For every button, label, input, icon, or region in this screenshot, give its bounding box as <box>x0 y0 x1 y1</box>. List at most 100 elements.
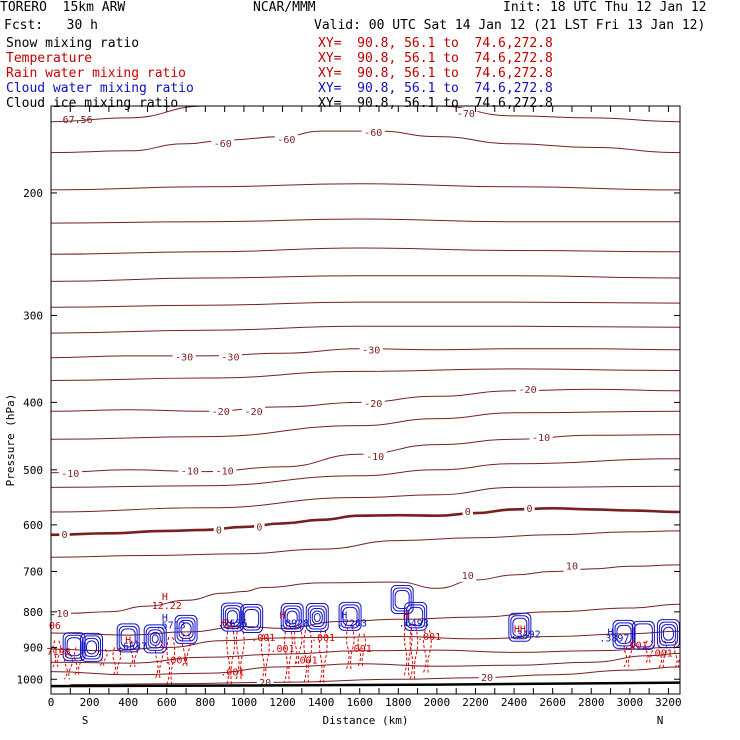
isotherm-label: 0 <box>61 530 67 541</box>
cloud-water-contour <box>390 584 414 614</box>
y-tick-label: 400 <box>23 396 43 409</box>
left-endpoint-label: S <box>82 714 89 727</box>
isotherm-label: 10 <box>57 609 69 620</box>
cloud-water-contour <box>242 606 262 631</box>
cloud-water-contour <box>662 626 674 641</box>
cloud-water-cell <box>220 602 244 632</box>
legend-rain-xy: XY= 90.8, 56.1 to 74.6,272.8 <box>318 66 553 81</box>
legend-cloud-water-xy: XY= 90.8, 56.1 to 74.6,272.8 <box>318 81 553 96</box>
cloud-water-cell <box>508 612 532 642</box>
y-tick-label: 900 <box>23 641 43 654</box>
rain-contour-11 <box>260 633 270 683</box>
isotherm-label-bg <box>454 107 478 120</box>
x-tick-label: 1400 <box>308 696 335 709</box>
cloud-water-cell <box>80 632 104 662</box>
isotherm-label: -30 <box>175 353 193 364</box>
maximum-label: .3897 <box>599 634 629 645</box>
cloud-water-contour <box>222 605 242 630</box>
cloud-water-contour <box>147 629 163 649</box>
rain-contour-1 <box>64 653 73 680</box>
isotherm-label: 0 <box>216 525 222 536</box>
rain-contour-7 <box>166 637 176 686</box>
cloud-water-contour <box>404 601 428 631</box>
cloud-water-contour <box>658 621 678 646</box>
x-tick-label: 3200 <box>655 696 682 709</box>
cloud-water-cell <box>116 623 140 653</box>
cloud-water-contour <box>282 605 302 630</box>
maximum-label: H <box>162 592 168 603</box>
rain-contour-12 <box>283 626 293 683</box>
plot-frame <box>50 105 681 695</box>
cloud-water-contour <box>143 624 167 654</box>
cloud-water-contour <box>512 617 528 637</box>
cloud-water-contour <box>174 614 198 644</box>
rain-contour-24 <box>673 640 680 671</box>
cloud-water-contour <box>612 619 636 649</box>
rain-label: .001 <box>417 632 441 643</box>
cloud-water-cell <box>174 614 198 644</box>
top-label: 67.56 <box>63 115 93 126</box>
maximum-label: H <box>280 611 286 622</box>
isotherm-label-bg <box>254 521 265 534</box>
isotherm-label-bg <box>274 134 298 147</box>
cloud-water-contour <box>614 622 634 647</box>
cloud-water-cell <box>143 624 167 654</box>
cloud-water-contour <box>305 602 329 632</box>
cloud-water-cell <box>280 602 304 632</box>
isotherm-label-bg <box>515 384 540 397</box>
header-init: Init: 18 UTC Thu 12 Jan 12 <box>503 0 707 15</box>
x-tick-label: 2400 <box>501 696 528 709</box>
x-axis-title: Distance (km) <box>322 714 408 727</box>
isotherm--6 <box>51 458 680 488</box>
isotherm-label: -20 <box>212 407 230 418</box>
cloud-water-contour <box>309 607 325 627</box>
cloud-water-contour <box>86 640 98 655</box>
cloud-water-contours <box>62 584 680 662</box>
maximum-label: HH <box>221 619 233 630</box>
isotherm-label-bg <box>361 397 385 410</box>
isotherm-label: 10 <box>566 561 578 572</box>
isotherm-label-bg <box>563 560 581 573</box>
axes: 0 200 400 600 800 1000 1200 1400 1600 1800 2000 220… <box>4 105 682 727</box>
cloud-water-contour <box>406 604 426 629</box>
isotherm-label: -60 <box>364 128 382 139</box>
isotherm-label: -30 <box>362 346 380 357</box>
isotherm-label: -10 <box>61 469 79 480</box>
y-tick-label: 300 <box>23 309 43 322</box>
isotherm-label-bg <box>529 431 553 444</box>
x-tick-label: 2200 <box>462 696 489 709</box>
temperature-contours <box>51 106 680 686</box>
maximum-label: H <box>608 627 614 638</box>
isotherm--62 <box>51 106 680 123</box>
cloud-water-contour <box>145 626 165 651</box>
maximum-label: HH <box>514 624 526 635</box>
x-tick-label: 1800 <box>385 696 412 709</box>
rain-label: .001 <box>649 648 673 659</box>
y-tick-label: 200 <box>23 187 43 200</box>
x-tick-label: 200 <box>80 696 100 709</box>
cloud-water-contour <box>510 615 530 640</box>
cloud-water-contour <box>149 631 161 646</box>
maximum-label: H <box>125 636 131 647</box>
x-tick-label: 2800 <box>578 696 605 709</box>
isotherm-label-bg <box>58 468 82 481</box>
isotherm-label-bg <box>178 465 202 478</box>
x-tick-label: 800 <box>195 696 215 709</box>
isotherm-20 <box>70 666 680 686</box>
x-tick-label: 1600 <box>346 696 373 709</box>
isotherm--46 <box>51 247 680 255</box>
legend-temperature-xy: XY= 90.8, 56.1 to 74.6,272.8 <box>318 51 553 66</box>
isotherm-label: 20 <box>481 673 493 684</box>
cloud-water-contour <box>307 605 327 630</box>
maximum-label: .5713 <box>156 620 186 631</box>
rain-label: .001 <box>251 633 275 644</box>
cloud-water-contour <box>313 612 321 622</box>
isotherm-label-bg <box>54 608 71 621</box>
isotherm-label: -10 <box>216 467 234 478</box>
cloud-water-contour <box>224 607 240 627</box>
rain-contour-6 <box>154 640 164 680</box>
y-axis-title: Pressure (hPa) <box>4 394 17 487</box>
y-tick-label: 600 <box>23 519 43 532</box>
legend-cloud-ice-name: Cloud ice mixing ratio <box>6 96 179 111</box>
isotherm-label: 0 <box>526 504 532 515</box>
